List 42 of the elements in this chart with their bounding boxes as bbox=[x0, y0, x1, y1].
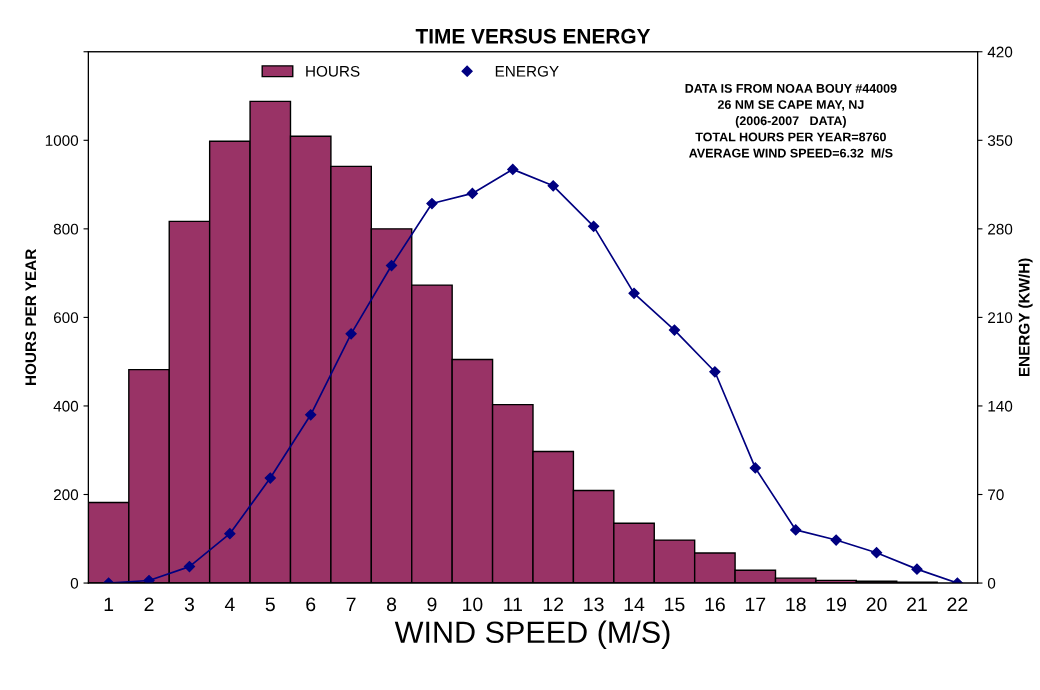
x-tick-label: 5 bbox=[265, 597, 275, 612]
x-tick-label: 3 bbox=[184, 597, 194, 612]
x-tick-label: 17 bbox=[745, 597, 766, 612]
x-tick-label: 11 bbox=[504, 597, 522, 612]
y-tick-label: 200 bbox=[53, 489, 79, 501]
chart-title: TIME VERSUS ENERGY bbox=[415, 28, 651, 44]
y2-tick-label: 420 bbox=[987, 46, 1013, 58]
x-tick-label: 7 bbox=[346, 597, 356, 612]
y2-tick-label: 70 bbox=[988, 489, 1004, 501]
x-tick-label: 15 bbox=[665, 597, 685, 612]
y2-tick-label: 210 bbox=[988, 312, 1013, 324]
annotation: DATA IS FROM NOAA BOUY #44009 26 NM SE CAPE MAY, NJ (2006-2007 DATA) TOTAL HOURS PER YEAR=8760 AVERAGE WIND SPEED=6.32 M/S bbox=[685, 83, 897, 158]
y-tick-label: 800 bbox=[53, 223, 79, 235]
y2-tick-label: 0 bbox=[987, 577, 996, 589]
y-tick-label: 600 bbox=[53, 312, 79, 324]
y-tick-label: 0 bbox=[70, 577, 79, 589]
x-tick-label: 8 bbox=[386, 597, 397, 612]
x-tick-label: 1 bbox=[104, 597, 114, 612]
x-tick-label: 16 bbox=[705, 597, 725, 612]
y2-tick-label: 140 bbox=[988, 400, 1013, 412]
legend-label: ENERGY bbox=[495, 65, 559, 77]
x-tick-label: 13 bbox=[584, 597, 604, 612]
y-tick-label: 400 bbox=[53, 400, 79, 412]
x-tick-label: 14 bbox=[624, 597, 645, 612]
y-axis-title: HOURS PER YEAR bbox=[25, 249, 37, 386]
y2-tick-label: 280 bbox=[988, 223, 1013, 235]
x-tick-label: 9 bbox=[427, 597, 437, 612]
x-tick-label: 21 bbox=[907, 597, 927, 612]
y-tick-label: 1000 bbox=[45, 135, 79, 146]
x-tick-label: 4 bbox=[224, 597, 235, 612]
x-tick-label: 6 bbox=[306, 597, 316, 612]
x-tick-label: 10 bbox=[463, 597, 483, 612]
legend-label: HOURS bbox=[306, 65, 360, 77]
x-tick-label: 12 bbox=[543, 597, 564, 612]
x-axis-title: WIND SPEED (M/S) bbox=[394, 620, 670, 650]
y2-axis-title: ENERGY (KW/H) bbox=[1018, 258, 1033, 377]
y2-tick-label: 350 bbox=[987, 135, 1013, 146]
x-tick-label: 22 bbox=[947, 597, 968, 612]
x-tick-label: 20 bbox=[866, 597, 887, 612]
x-tick-label: 18 bbox=[786, 597, 806, 612]
x-tick-label: 19 bbox=[826, 597, 847, 612]
x-tick-label: 2 bbox=[144, 597, 154, 612]
